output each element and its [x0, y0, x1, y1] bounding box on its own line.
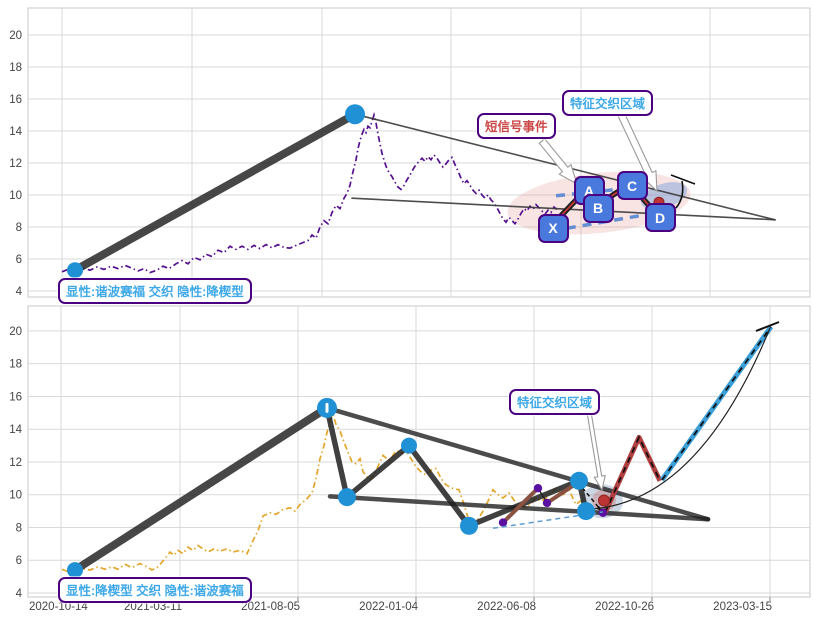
wedge-lower-line — [351, 197, 776, 221]
short-signal-label-arrow — [538, 138, 578, 186]
pattern-point-chip-D: D — [644, 203, 676, 233]
y-tick-label: 4 — [16, 588, 23, 600]
y-tick-label: 10 — [9, 490, 22, 502]
x-tick-label: 2021-08-05 — [241, 601, 300, 613]
y-tick-label: 6 — [16, 254, 22, 266]
y-tick-label: 16 — [9, 391, 22, 403]
x-tick-label: 2020-10-14 — [29, 601, 88, 613]
target-arc — [591, 327, 771, 510]
feature-zone-label-bottom-arrow — [586, 411, 606, 492]
blue-pivot-dot — [345, 104, 365, 125]
y-tick-label: 14 — [9, 126, 22, 138]
pattern-caption-top: 显性:谐波赛福 交织 隐性:降楔型 — [58, 278, 252, 304]
y-tick-label: 6 — [16, 555, 22, 567]
x-tick-label: 2023-03-15 — [713, 601, 772, 613]
purple-pivot-dot — [533, 483, 543, 493]
mini-leg-XA — [501, 486, 540, 525]
blue-pivot-dot — [67, 262, 83, 279]
short-signal-label: 短信号事件 — [477, 113, 556, 139]
y-tick-label: 4 — [16, 286, 23, 298]
blue-pivot-dot — [67, 562, 83, 579]
y-tick-label: 10 — [9, 190, 22, 202]
blue-pivot-dot — [401, 437, 417, 454]
peak-dot-tick — [325, 402, 329, 413]
pattern-point-chip-X: X — [537, 213, 569, 243]
y-tick-label: 8 — [16, 522, 22, 534]
wedge-upper-line — [324, 405, 711, 522]
y-tick-label: 12 — [9, 457, 22, 469]
plot-area-bottom — [27, 305, 811, 598]
red-projection-dash — [604, 435, 661, 514]
blue-projection-dash — [661, 326, 772, 481]
pattern-point-chip-B: B — [582, 193, 614, 223]
blue-pivot-dot — [460, 516, 478, 535]
y-tick-label: 18 — [9, 62, 22, 74]
purple-pivot-dot — [598, 508, 608, 517]
y-tick-label: 18 — [9, 359, 22, 371]
feature-zone-label: 特征交织区域 — [562, 90, 654, 116]
impulse-line — [71, 110, 359, 275]
x-tick-label: 2021-03-11 — [124, 601, 182, 613]
feature-zone-label-bottom: 特征交织区域 — [509, 389, 601, 415]
fork-marker-stem — [675, 180, 684, 209]
fork-marker-bar — [670, 174, 696, 185]
y-tick-label: 14 — [9, 424, 22, 436]
y-tick-label: 16 — [9, 94, 22, 106]
blue-pivot-dot — [570, 471, 588, 490]
y-tick-label: 20 — [9, 326, 22, 338]
red-signal-dot — [598, 494, 610, 507]
impulse-line — [71, 403, 331, 575]
price-orange — [61, 412, 584, 573]
purple-pivot-dot — [498, 518, 508, 527]
blue-pivot-dot — [338, 488, 356, 507]
purple-pivot-dot — [542, 498, 552, 508]
plot-area-top — [27, 7, 811, 298]
y-tick-label: 20 — [9, 30, 22, 42]
projection-end-bar — [755, 321, 780, 332]
y-tick-label: 8 — [16, 222, 22, 234]
pattern-caption-bottom: 显性:降楔型 交织 隐性:谐波赛福 — [58, 577, 252, 603]
blue-pivot-dot — [577, 502, 595, 521]
pattern-point-chip-C: C — [616, 171, 648, 201]
x-tick-label: 2022-01-04 — [359, 601, 418, 613]
x-tick-label: 2022-06-08 — [477, 601, 536, 613]
y-tick-label: 12 — [9, 158, 22, 170]
x-tick-label: 2022-10-26 — [595, 601, 654, 613]
